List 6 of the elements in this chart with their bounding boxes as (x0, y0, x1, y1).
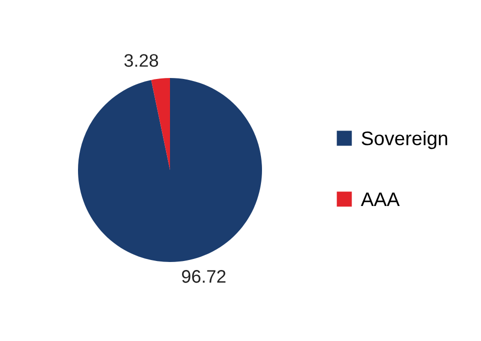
legend-label: Sovereign (362, 130, 448, 150)
pie-slice (151, 78, 170, 170)
data-label: 96.72 (182, 270, 226, 283)
pie-slice (78, 78, 262, 262)
data-label: 3.28 (124, 54, 158, 67)
legend-label: AAA (360, 192, 400, 206)
